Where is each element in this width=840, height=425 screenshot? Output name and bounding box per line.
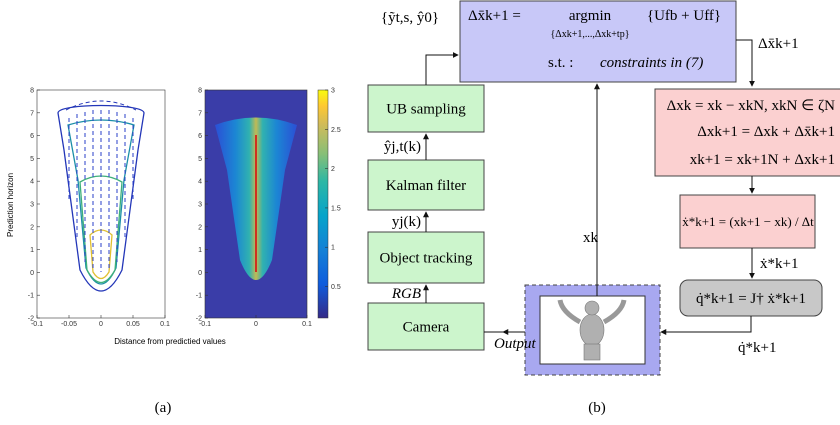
pipeline-label: UB sampling bbox=[386, 102, 466, 118]
arrow bbox=[661, 316, 751, 332]
y-tick-label: 7 bbox=[198, 110, 202, 117]
colorbar-tick-label: 2.5 bbox=[331, 127, 341, 134]
feedback-label: xk bbox=[583, 230, 599, 246]
x-axis-label: Distance from predictied values bbox=[114, 337, 226, 346]
y-tick-label: -1 bbox=[196, 293, 202, 300]
pipeline-label: Kalman filter bbox=[386, 178, 466, 194]
state-eq: Δxk+1 = Δxk + Δx̄k+1 bbox=[697, 124, 835, 140]
y-tick-label: 0 bbox=[30, 270, 34, 277]
state-eq: Δxk = xk − xkN, xkN ∈ ζN bbox=[667, 98, 836, 114]
caption: (b) bbox=[588, 400, 606, 416]
pipeline-output: RGB bbox=[391, 286, 421, 302]
pipeline: UB sampling Kalman filter ŷj,t(k) Object tr… bbox=[368, 85, 484, 350]
colorbar-tick-label: 3 bbox=[331, 88, 335, 95]
y-tick-label: 6 bbox=[30, 133, 34, 140]
y-tick-label: 7 bbox=[30, 110, 34, 117]
y-tick-label: 8 bbox=[30, 88, 34, 95]
colorbar-tick-label: 2 bbox=[331, 166, 335, 173]
pipeline-label: Object tracking bbox=[380, 251, 473, 267]
pipeline-label: Camera bbox=[403, 320, 450, 336]
y-tick-label: 1 bbox=[30, 247, 34, 254]
y-tick-label: -2 bbox=[28, 316, 34, 323]
jacobian-eq: q̇*k+1 = J† ẋ*k+1 bbox=[696, 291, 806, 307]
arrow bbox=[736, 40, 752, 86]
x-tick-label: 0.05 bbox=[126, 321, 140, 328]
y-tick-label: 3 bbox=[198, 202, 202, 209]
x-tick-label: 0 bbox=[254, 321, 258, 328]
y-tick-label: 4 bbox=[30, 179, 34, 186]
optimizer-st: s.t. : bbox=[548, 55, 573, 71]
optimizer-lhs: Δx̄k+1 = bbox=[468, 8, 521, 24]
y-axis-label: Prediction horizon bbox=[6, 173, 15, 237]
joint-label: q̇*k+1 bbox=[738, 340, 776, 356]
optimizer-output: Δx̄k+1 bbox=[758, 36, 799, 52]
y-tick-label: 5 bbox=[30, 156, 34, 163]
optimizer-constraints: constraints in (7) bbox=[600, 55, 703, 71]
y-tick-label: 3 bbox=[30, 202, 34, 209]
y-tick-label: 0 bbox=[198, 270, 202, 277]
y-tick-label: 2 bbox=[198, 224, 202, 231]
state-eq: xk+1 = xk+1N + Δxk+1 bbox=[690, 152, 835, 168]
y-tick-label: 2 bbox=[30, 224, 34, 231]
colorbar bbox=[318, 90, 328, 318]
y-tick-label: 1 bbox=[198, 247, 202, 254]
colorbar-tick-label: 1.5 bbox=[331, 205, 341, 212]
output-label: Output bbox=[494, 336, 537, 352]
x-tick-label: 0 bbox=[99, 321, 103, 328]
y-tick-label: 6 bbox=[198, 133, 202, 140]
velocity-eq: ẋ*k+1 = (xk+1 − xk) / Δt bbox=[682, 214, 814, 229]
y-tick-label: -2 bbox=[196, 316, 202, 323]
colorbar-tick-label: 1 bbox=[331, 245, 335, 252]
arrow bbox=[426, 55, 458, 85]
optimizer-objective: {Ufb + Uff} bbox=[647, 8, 721, 24]
y-tick-label: -1 bbox=[28, 293, 34, 300]
optimizer-operator: argmin bbox=[569, 8, 612, 24]
x-tick-label: 0.1 bbox=[160, 321, 170, 328]
y-tick-label: 5 bbox=[198, 156, 202, 163]
pipeline-output: yj(k) bbox=[392, 214, 421, 230]
x-tick-label: 0.1 bbox=[302, 321, 312, 328]
velocity-label: ẋ*k+1 bbox=[760, 256, 798, 272]
y-tick-label: 4 bbox=[198, 179, 202, 186]
figure: -0.1-0.0500.050.1-2-1012345678 -0.100.1-… bbox=[0, 0, 840, 425]
optimizer-input: {ỹt,s, ŷ0} bbox=[381, 10, 439, 26]
y-tick-label: 8 bbox=[198, 88, 202, 95]
x-tick-label: -0.05 bbox=[61, 321, 77, 328]
optimizer-subscript: {Δxk+1,...,Δxk+tp} bbox=[550, 29, 629, 40]
colorbar-tick-label: 0.5 bbox=[331, 284, 341, 291]
caption: (a) bbox=[155, 400, 172, 416]
pipeline-output: ŷj,t(k) bbox=[384, 139, 421, 155]
